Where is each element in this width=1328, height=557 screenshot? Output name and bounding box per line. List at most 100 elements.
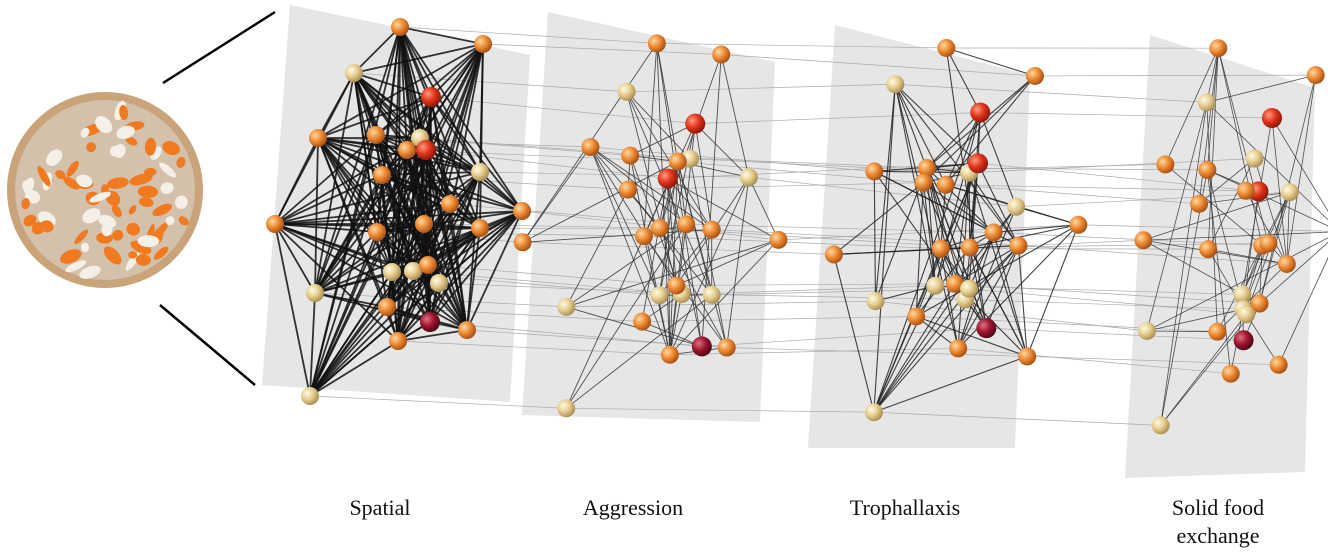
node xyxy=(557,297,576,316)
edge xyxy=(934,163,979,286)
node xyxy=(404,262,422,280)
edge xyxy=(391,203,451,273)
node xyxy=(471,163,489,181)
edge xyxy=(1271,117,1288,265)
node xyxy=(633,312,652,331)
edge xyxy=(314,134,377,294)
node xyxy=(1259,234,1278,253)
node xyxy=(769,230,788,249)
edge xyxy=(1259,241,1328,304)
inter-layer-link xyxy=(521,210,779,241)
edge xyxy=(427,227,481,266)
nest-cell xyxy=(126,222,140,236)
node xyxy=(945,274,964,293)
nest-cell xyxy=(137,235,160,248)
edge xyxy=(1254,158,1288,265)
nest-cell xyxy=(21,198,30,210)
edge xyxy=(314,171,481,294)
inter-layer-link xyxy=(429,321,702,347)
edge xyxy=(1017,245,1028,357)
node xyxy=(866,292,885,311)
nest-cell xyxy=(40,220,54,233)
nest-cell xyxy=(106,177,129,189)
edge xyxy=(1286,192,1291,264)
node xyxy=(617,82,636,101)
edge xyxy=(985,245,1019,329)
node xyxy=(378,298,396,316)
node xyxy=(667,276,686,295)
inter-layer-link xyxy=(721,54,1035,77)
nest-cell xyxy=(95,116,113,134)
edge xyxy=(1146,102,1208,332)
edge xyxy=(873,283,956,413)
node xyxy=(1208,322,1227,341)
node xyxy=(1025,66,1044,85)
inter-layer-link xyxy=(681,293,966,300)
edge xyxy=(957,172,970,349)
edge xyxy=(873,355,1028,413)
edge xyxy=(430,43,484,98)
node xyxy=(660,345,679,364)
inter-layer-link xyxy=(980,112,1272,119)
edge xyxy=(676,239,779,286)
nest-cell xyxy=(63,176,80,190)
inter-layer-link xyxy=(993,232,1263,246)
edge xyxy=(656,43,703,347)
edge xyxy=(627,189,713,296)
edge xyxy=(873,248,942,413)
edge xyxy=(1146,237,1328,332)
node xyxy=(1197,93,1216,112)
edge xyxy=(423,223,481,229)
node xyxy=(886,75,905,94)
edge xyxy=(954,206,1017,285)
edge xyxy=(629,123,696,157)
edge xyxy=(833,254,875,413)
nest-cell xyxy=(46,149,63,166)
edge xyxy=(833,245,1019,255)
node xyxy=(398,141,416,159)
edge xyxy=(309,292,316,397)
node xyxy=(1209,39,1228,58)
node xyxy=(430,274,448,292)
node xyxy=(581,138,600,157)
node xyxy=(657,168,678,189)
inter-layer-link xyxy=(940,248,1209,250)
node xyxy=(513,202,531,220)
panel xyxy=(522,12,775,422)
inter-layer-link xyxy=(399,26,657,44)
edge xyxy=(1146,308,1244,332)
node xyxy=(420,312,440,332)
edge xyxy=(522,229,712,243)
edge xyxy=(274,223,311,397)
edge xyxy=(874,84,896,302)
nest-cell xyxy=(160,182,174,194)
node xyxy=(1151,416,1170,435)
edge xyxy=(1217,263,1288,332)
edge xyxy=(566,223,687,308)
edge xyxy=(915,315,1028,357)
edge xyxy=(894,83,979,164)
inter-layer-link xyxy=(449,203,687,225)
node xyxy=(1069,215,1088,234)
inter-layer-link xyxy=(522,241,834,255)
edge xyxy=(1198,158,1255,205)
edge xyxy=(479,171,523,212)
node xyxy=(367,126,385,144)
edge xyxy=(926,167,995,233)
edge xyxy=(386,43,484,308)
edge xyxy=(1160,102,1208,426)
node xyxy=(1233,330,1254,351)
edge xyxy=(274,137,319,225)
node xyxy=(702,220,721,239)
nest-cell xyxy=(125,136,138,146)
edge xyxy=(940,184,947,249)
edge xyxy=(969,247,1028,357)
node xyxy=(949,339,968,358)
nest-cell xyxy=(152,203,172,217)
inter-layer-link xyxy=(309,395,567,409)
inter-layer-link xyxy=(701,327,987,347)
layer-label: Solid food exchange xyxy=(1171,495,1265,548)
edge xyxy=(274,223,316,294)
edge xyxy=(1160,303,1260,426)
